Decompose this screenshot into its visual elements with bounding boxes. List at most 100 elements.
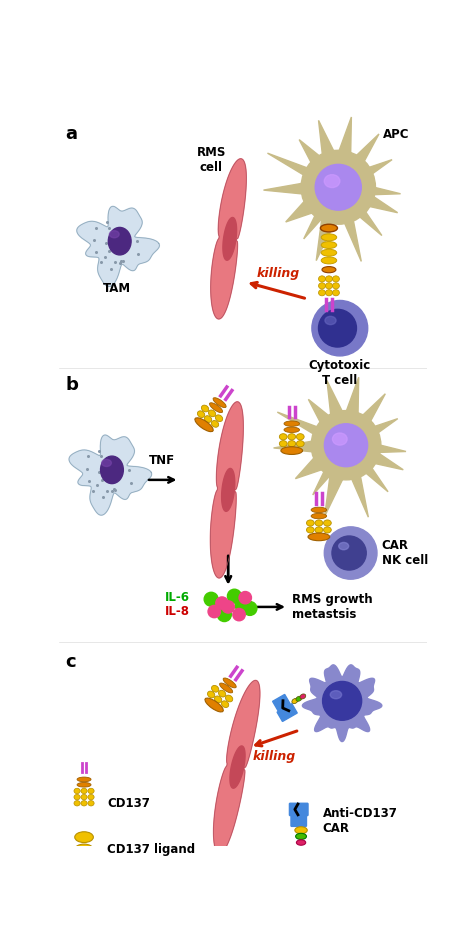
Ellipse shape bbox=[319, 282, 326, 289]
Polygon shape bbox=[69, 435, 152, 515]
Polygon shape bbox=[210, 402, 243, 578]
Ellipse shape bbox=[213, 398, 226, 408]
Ellipse shape bbox=[195, 417, 213, 432]
Ellipse shape bbox=[210, 403, 223, 413]
Polygon shape bbox=[273, 440, 315, 452]
Text: CAR
NK cell: CAR NK cell bbox=[382, 539, 428, 567]
Ellipse shape bbox=[296, 440, 304, 447]
Ellipse shape bbox=[88, 801, 94, 805]
Ellipse shape bbox=[219, 690, 226, 697]
Text: Anti-CD137
CAR: Anti-CD137 CAR bbox=[323, 807, 398, 835]
Polygon shape bbox=[267, 153, 310, 177]
Polygon shape bbox=[366, 160, 392, 176]
Ellipse shape bbox=[315, 527, 323, 533]
Ellipse shape bbox=[205, 698, 223, 712]
Text: killing: killing bbox=[253, 750, 296, 763]
Polygon shape bbox=[371, 186, 401, 195]
Ellipse shape bbox=[219, 683, 233, 693]
Text: Cytotoxic
T cell: Cytotoxic T cell bbox=[309, 359, 371, 387]
Ellipse shape bbox=[288, 434, 296, 439]
Polygon shape bbox=[273, 694, 290, 710]
Ellipse shape bbox=[321, 257, 337, 263]
Circle shape bbox=[324, 527, 377, 579]
Ellipse shape bbox=[315, 520, 323, 526]
Polygon shape bbox=[372, 418, 398, 435]
Ellipse shape bbox=[226, 695, 233, 702]
FancyBboxPatch shape bbox=[290, 804, 308, 816]
Circle shape bbox=[243, 602, 257, 615]
Ellipse shape bbox=[332, 276, 339, 282]
Polygon shape bbox=[211, 159, 246, 319]
Ellipse shape bbox=[326, 282, 332, 289]
Ellipse shape bbox=[292, 699, 298, 704]
Ellipse shape bbox=[74, 788, 80, 794]
Ellipse shape bbox=[88, 794, 94, 800]
Circle shape bbox=[218, 608, 231, 622]
Polygon shape bbox=[302, 665, 382, 742]
Ellipse shape bbox=[81, 794, 87, 800]
Ellipse shape bbox=[81, 801, 87, 805]
Circle shape bbox=[319, 309, 356, 347]
Ellipse shape bbox=[321, 242, 337, 248]
Polygon shape bbox=[351, 474, 368, 517]
Ellipse shape bbox=[325, 317, 336, 324]
Ellipse shape bbox=[321, 249, 337, 256]
Text: CD137 ligand: CD137 ligand bbox=[107, 843, 195, 856]
Polygon shape bbox=[325, 473, 344, 516]
Circle shape bbox=[239, 592, 251, 604]
Ellipse shape bbox=[74, 801, 80, 805]
Circle shape bbox=[216, 597, 228, 610]
Ellipse shape bbox=[311, 514, 327, 518]
Ellipse shape bbox=[307, 527, 314, 533]
Ellipse shape bbox=[211, 686, 219, 692]
Ellipse shape bbox=[75, 832, 93, 843]
Ellipse shape bbox=[279, 434, 287, 439]
Text: TAM: TAM bbox=[103, 282, 131, 295]
Circle shape bbox=[315, 165, 361, 210]
Polygon shape bbox=[264, 183, 305, 194]
Polygon shape bbox=[346, 378, 359, 416]
Ellipse shape bbox=[74, 794, 80, 800]
Ellipse shape bbox=[322, 266, 336, 273]
Circle shape bbox=[332, 536, 366, 570]
Polygon shape bbox=[309, 399, 331, 425]
Ellipse shape bbox=[279, 440, 287, 447]
Ellipse shape bbox=[326, 290, 332, 296]
Polygon shape bbox=[222, 469, 235, 512]
Polygon shape bbox=[327, 380, 343, 417]
Ellipse shape bbox=[77, 777, 91, 782]
Polygon shape bbox=[354, 134, 379, 164]
Text: APC: APC bbox=[383, 128, 410, 141]
Ellipse shape bbox=[88, 788, 94, 794]
Polygon shape bbox=[361, 394, 385, 423]
Circle shape bbox=[324, 424, 368, 467]
Ellipse shape bbox=[101, 459, 111, 467]
Text: IL-6: IL-6 bbox=[164, 592, 190, 604]
Ellipse shape bbox=[321, 234, 337, 241]
Ellipse shape bbox=[77, 783, 91, 787]
Ellipse shape bbox=[324, 520, 331, 526]
Polygon shape bbox=[338, 117, 351, 156]
Ellipse shape bbox=[308, 533, 330, 541]
Ellipse shape bbox=[332, 290, 339, 296]
Ellipse shape bbox=[288, 440, 296, 447]
Polygon shape bbox=[230, 746, 245, 788]
Polygon shape bbox=[319, 121, 335, 157]
Ellipse shape bbox=[332, 282, 339, 289]
Text: c: c bbox=[65, 653, 76, 671]
Circle shape bbox=[208, 606, 220, 618]
Ellipse shape bbox=[215, 696, 222, 703]
Polygon shape bbox=[299, 140, 322, 165]
Ellipse shape bbox=[338, 542, 349, 550]
Ellipse shape bbox=[75, 844, 93, 855]
Ellipse shape bbox=[208, 691, 215, 698]
Polygon shape bbox=[316, 217, 336, 261]
Ellipse shape bbox=[296, 696, 302, 701]
Ellipse shape bbox=[223, 678, 236, 688]
Polygon shape bbox=[277, 704, 297, 722]
Ellipse shape bbox=[296, 434, 304, 439]
Ellipse shape bbox=[284, 427, 300, 433]
Text: IL-8: IL-8 bbox=[164, 605, 190, 618]
Polygon shape bbox=[357, 209, 382, 236]
Polygon shape bbox=[77, 206, 159, 286]
